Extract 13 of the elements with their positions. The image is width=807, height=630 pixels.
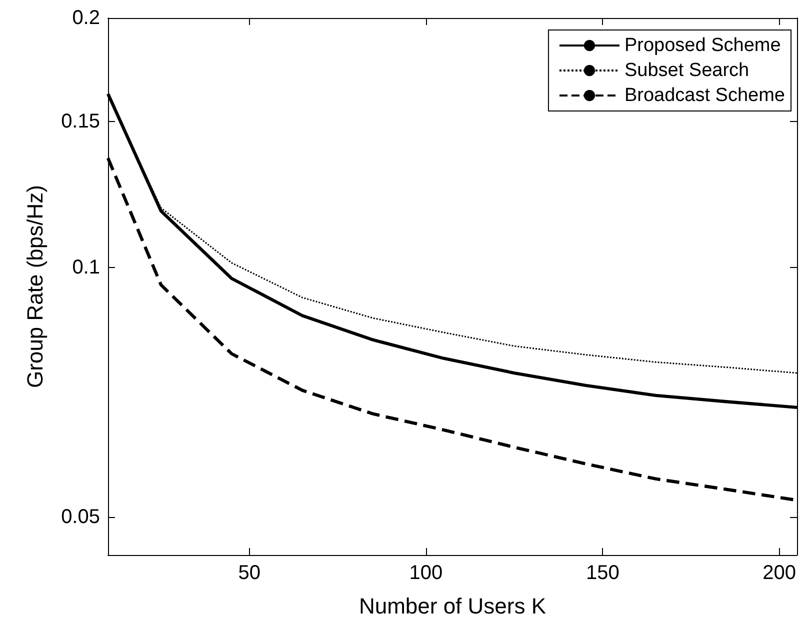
y-tick-label: 0.05 xyxy=(61,506,100,528)
x-tick-label: 150 xyxy=(586,562,620,584)
x-axis-title: Number of Users K xyxy=(358,594,546,618)
legend-label: Broadcast Scheme xyxy=(624,85,786,106)
legend-label: Subset Search xyxy=(624,60,750,81)
x-tick-label: 100 xyxy=(409,562,443,584)
x-tick-label: 50 xyxy=(238,562,260,584)
x-tick-label: 200 xyxy=(762,562,796,584)
y-tick-label: 0.15 xyxy=(61,110,100,133)
legend-label: Proposed Scheme xyxy=(624,35,781,56)
y-tick-label: 0.1 xyxy=(72,256,100,279)
y-axis-title: Group Rate (bps/Hz) xyxy=(22,185,48,388)
y-tick-label: 0.2 xyxy=(72,7,100,29)
